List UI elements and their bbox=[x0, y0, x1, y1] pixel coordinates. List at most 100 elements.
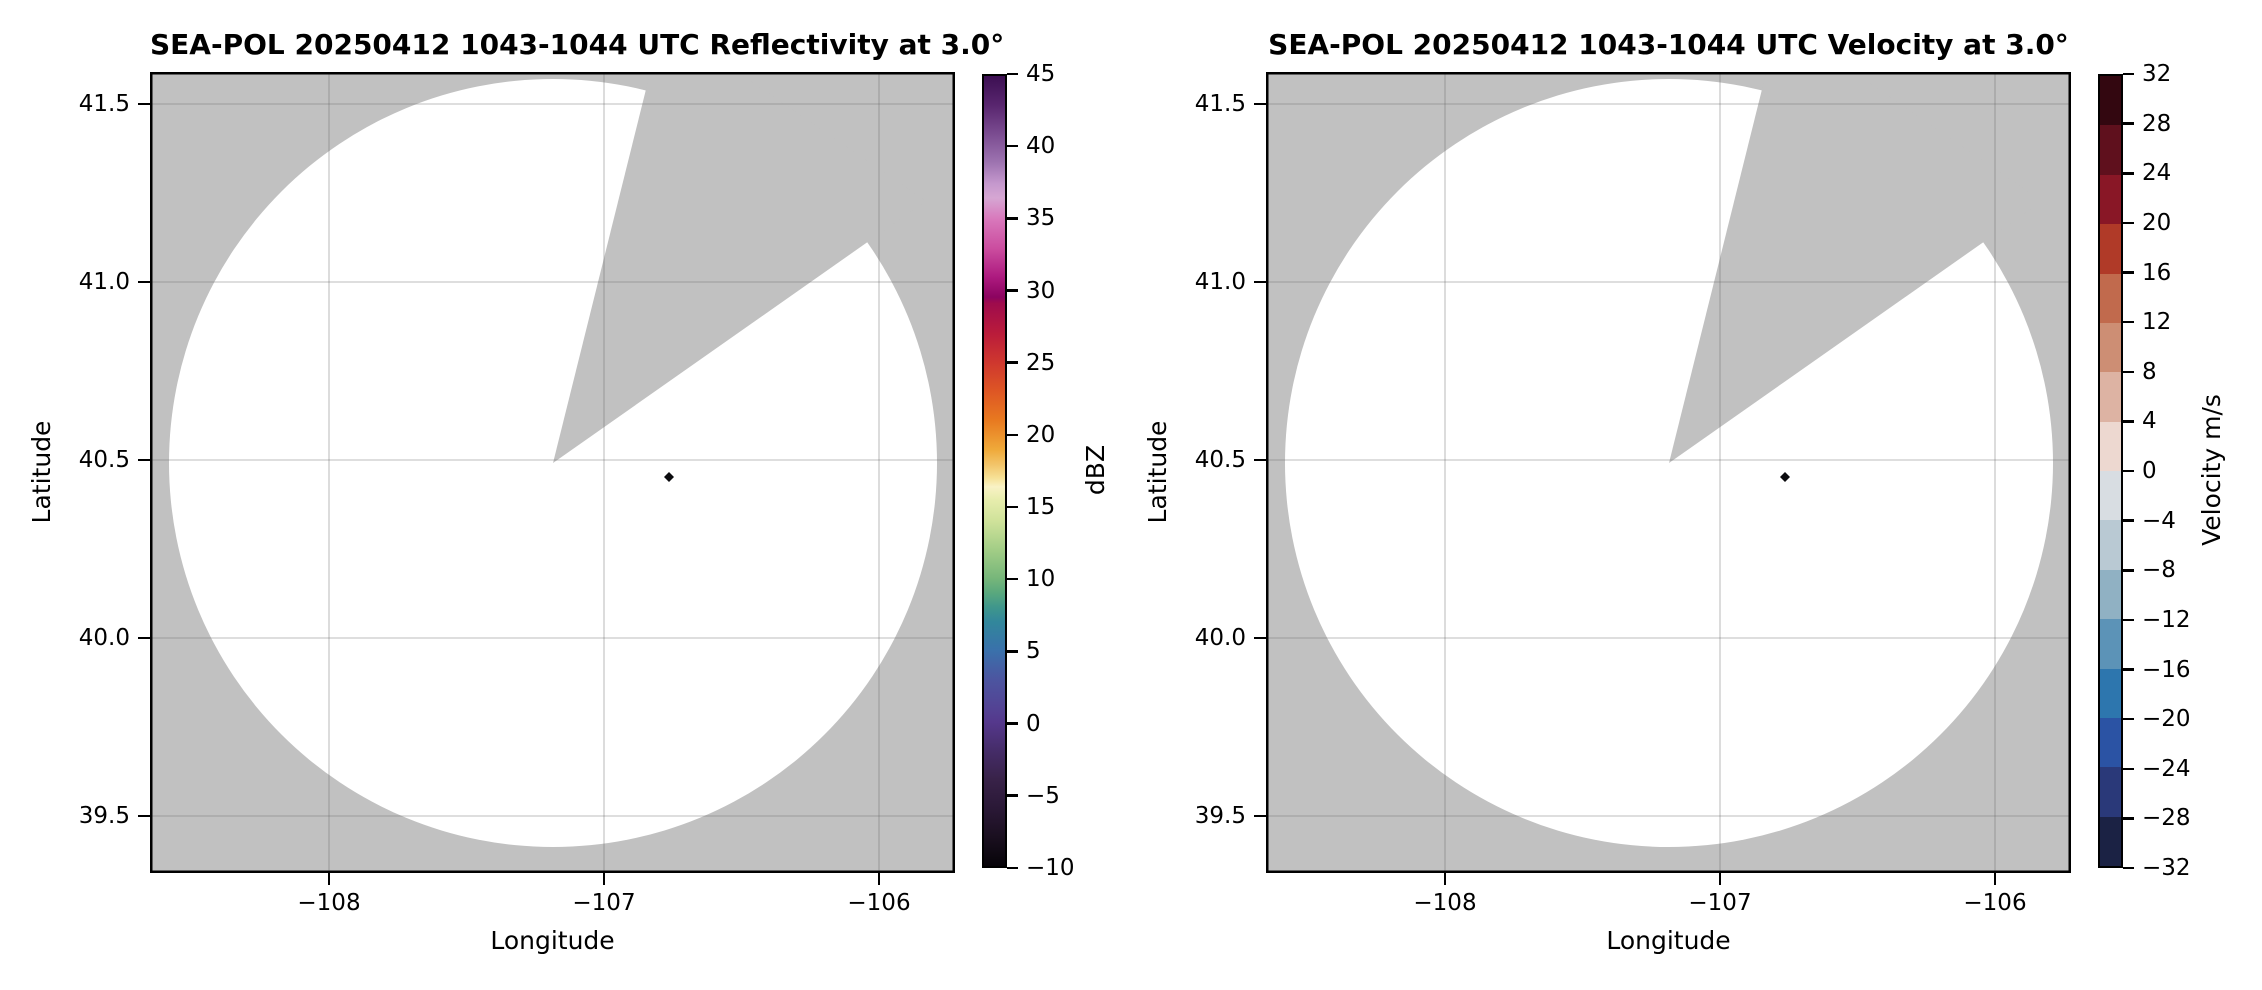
y-tick-mark bbox=[1254, 458, 1266, 462]
x-tick-label: −106 bbox=[847, 890, 911, 916]
blocked-sector-wedge bbox=[553, 72, 926, 463]
velocity-y-tick-labels: 41.5 41.0 40.5 40.0 39.5 bbox=[1134, 92, 1246, 828]
colorbar-segment bbox=[2100, 421, 2121, 471]
axes-frame bbox=[150, 72, 955, 873]
y-tick-label: 40.5 bbox=[1194, 447, 1246, 473]
colorbar-tick-label: 35 bbox=[1026, 205, 1056, 232]
x-tick-label: −107 bbox=[572, 890, 636, 916]
colorbar-tick-label: −16 bbox=[2142, 656, 2191, 683]
x-tick-label: −108 bbox=[297, 890, 361, 916]
echo-diamond-marker bbox=[664, 472, 674, 482]
velocity-colorbar bbox=[2098, 74, 2123, 868]
reflectivity-y-tick-labels: 41.5 41.0 40.5 40.0 39.5 bbox=[18, 92, 130, 828]
blocked-sector-wedge bbox=[1669, 72, 2042, 463]
colorbar-tick-label: 16 bbox=[2142, 259, 2172, 286]
colorbar-tick-label: 20 bbox=[2142, 209, 2172, 236]
colorbar-tick-label: 15 bbox=[1026, 494, 1056, 521]
x-tick-label: −108 bbox=[1413, 890, 1477, 916]
y-tick-label: 40.0 bbox=[78, 625, 130, 651]
colorbar-tick-mark bbox=[1007, 722, 1018, 725]
colorbar-tick-mark bbox=[2123, 866, 2134, 870]
colorbar-tick-mark bbox=[2123, 271, 2134, 274]
colorbar-tick-label: −28 bbox=[2142, 805, 2191, 832]
colorbar-tick-mark bbox=[1007, 72, 1018, 76]
reflectivity-colorbar-tick-labels: 45 40 35 30 25 20 15 10 5 0 −5 −10 bbox=[1026, 62, 1096, 880]
colorbar-tick-label: 8 bbox=[2142, 358, 2157, 385]
colorbar-tick-label: −4 bbox=[2142, 507, 2176, 534]
colorbar-tick-mark bbox=[1007, 289, 1018, 292]
y-tick-mark bbox=[1254, 636, 1266, 640]
colorbar-segment bbox=[2100, 520, 2121, 570]
colorbar-tick-label: 12 bbox=[2142, 309, 2172, 336]
colorbar-tick-label: −32 bbox=[2142, 855, 2191, 881]
colorbar-segment bbox=[2100, 668, 2121, 718]
colorbar-tick-mark bbox=[2123, 569, 2134, 572]
velocity-x-tick-labels: −108 −107 −106 bbox=[1400, 891, 2040, 915]
reflectivity-x-axis-label: Longitude bbox=[490, 926, 615, 955]
velocity-x-tick-marks bbox=[1443, 873, 1997, 885]
y-tick-label: 41.0 bbox=[78, 269, 130, 295]
colorbar-segment bbox=[2100, 322, 2121, 373]
colorbar-tick-mark bbox=[2123, 519, 2134, 522]
colorbar-segment bbox=[2100, 471, 2121, 521]
echo-diamond-marker bbox=[1780, 472, 1790, 482]
colorbar-tick-label: 10 bbox=[1026, 566, 1056, 593]
reflectivity-colorbar-tick-marks bbox=[1007, 72, 1018, 870]
colorbar-tick-label: 24 bbox=[2142, 160, 2172, 187]
colorbar-tick-mark bbox=[2123, 420, 2134, 423]
colorbar-tick-label: 30 bbox=[1026, 277, 1056, 304]
colorbar-tick-mark bbox=[2123, 767, 2134, 770]
colorbar-segment bbox=[2100, 717, 2121, 768]
colorbar-tick-mark bbox=[2123, 221, 2134, 225]
colorbar-tick-mark bbox=[1007, 866, 1018, 870]
velocity-y-tick-marks bbox=[1254, 102, 1266, 818]
y-tick-label: 41.0 bbox=[1194, 269, 1246, 295]
y-tick-mark bbox=[138, 280, 150, 284]
colorbar-tick-label: 4 bbox=[2142, 408, 2157, 435]
colorbar-tick-mark bbox=[2123, 172, 2134, 175]
colorbar-tick-mark bbox=[1007, 505, 1018, 509]
colorbar-tick-mark bbox=[1007, 794, 1018, 797]
colorbar-segment bbox=[2100, 767, 2121, 817]
colorbar-tick-label: 0 bbox=[1026, 710, 1041, 737]
colorbar-segment bbox=[2100, 619, 2121, 669]
reflectivity-x-tick-labels: −108 −107 −106 bbox=[284, 891, 924, 915]
y-tick-mark bbox=[1254, 102, 1266, 106]
colorbar-segment bbox=[2100, 372, 2121, 422]
colorbar-tick-mark bbox=[2123, 717, 2134, 721]
reflectivity-y-tick-marks bbox=[138, 102, 150, 818]
colorbar-tick-mark bbox=[2123, 668, 2134, 671]
colorbar-tick-mark bbox=[2123, 370, 2134, 373]
colorbar-tick-label: −8 bbox=[2142, 557, 2176, 584]
velocity-x-axis-label: Longitude bbox=[1606, 926, 1731, 955]
velocity-plot-area bbox=[1266, 72, 2071, 873]
velocity-colorbar-label: Velocity m/s bbox=[2197, 394, 2226, 546]
x-tick-label: −106 bbox=[1963, 890, 2027, 916]
colorbar-tick-label: 45 bbox=[1026, 61, 1056, 87]
colorbar-segment bbox=[2100, 224, 2121, 274]
colorbar-segment bbox=[2100, 816, 2121, 866]
colorbar-tick-label: 32 bbox=[2142, 61, 2172, 87]
x-tick-mark bbox=[602, 873, 606, 885]
colorbar-tick-mark bbox=[2123, 122, 2134, 125]
velocity-y-axis-label: Latitude bbox=[1143, 420, 1172, 524]
colorbar-segment bbox=[2100, 273, 2121, 323]
y-tick-label: 39.5 bbox=[1194, 803, 1246, 829]
colorbar-tick-mark bbox=[1007, 144, 1018, 148]
colorbar-tick-mark bbox=[2123, 320, 2134, 324]
gridlines bbox=[1266, 72, 2071, 873]
velocity-title: SEA-POL 20250412 1043-1044 UTC Velocity … bbox=[1268, 28, 2069, 61]
y-tick-mark bbox=[1254, 814, 1266, 818]
colorbar-tick-mark bbox=[2123, 618, 2134, 622]
y-tick-label: 40.5 bbox=[78, 447, 130, 473]
colorbar-tick-mark bbox=[1007, 361, 1018, 364]
y-tick-label: 40.0 bbox=[1194, 625, 1246, 651]
y-tick-mark bbox=[138, 636, 150, 640]
velocity-colorbar-tick-marks bbox=[2123, 72, 2134, 870]
axes-frame bbox=[1266, 72, 2071, 873]
reflectivity-x-tick-marks bbox=[327, 873, 881, 885]
colorbar-tick-mark bbox=[1007, 577, 1018, 581]
colorbar-tick-mark bbox=[2123, 817, 2134, 820]
x-tick-mark bbox=[327, 873, 331, 885]
colorbar-tick-mark bbox=[1007, 217, 1018, 220]
